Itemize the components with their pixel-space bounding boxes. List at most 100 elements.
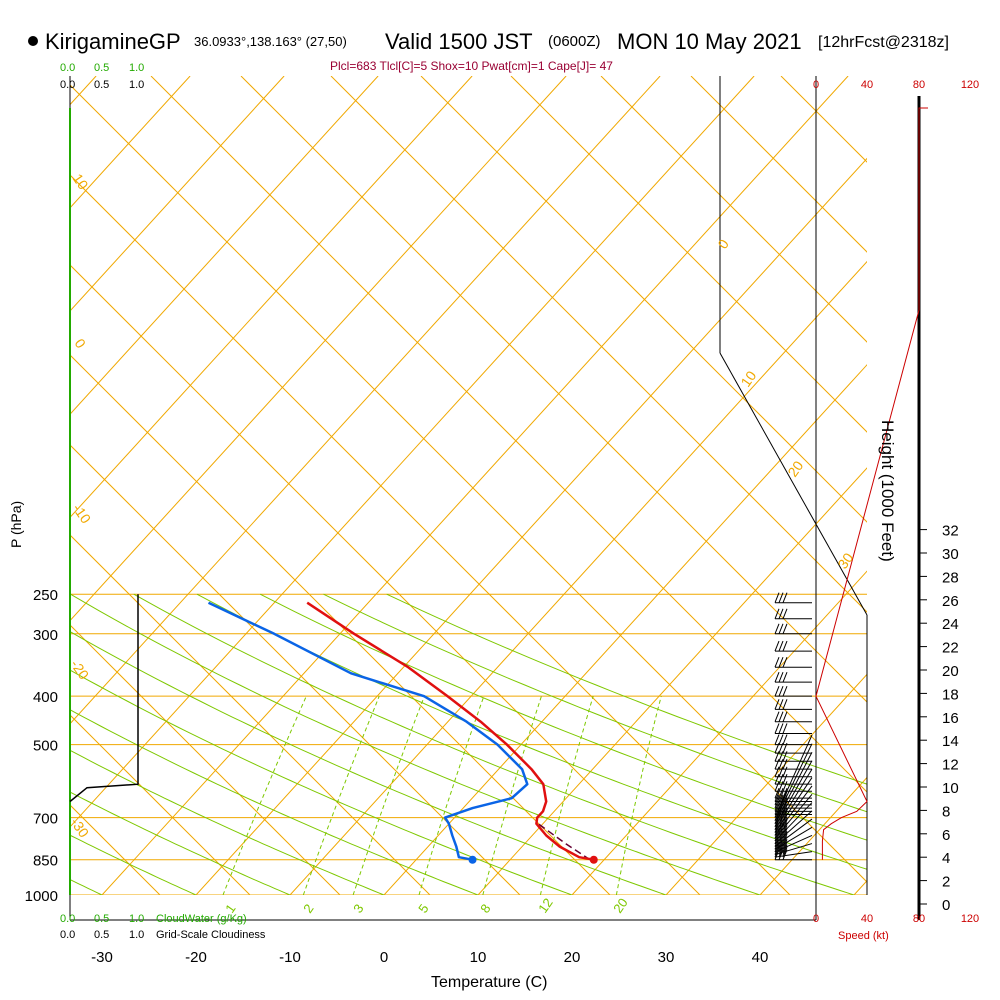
valid-time: Valid 1500 JST (385, 29, 533, 54)
wind-speed-tick: 40 (861, 913, 873, 925)
guide-line (961, 76, 1000, 895)
wind-barb-flag (782, 813, 788, 824)
wind-barb-flag (778, 822, 784, 833)
wind-speed-tick: 120 (961, 913, 979, 925)
cloudwater-tick: 1.0 (129, 62, 144, 74)
wind-barb-flag (778, 816, 784, 827)
wind-barb-flag (778, 685, 784, 697)
wind-barb-flag (782, 804, 788, 815)
wind-barb-flag (774, 671, 780, 683)
isotherm-line (70, 76, 97, 106)
temperature-tick-label: -10 (279, 949, 301, 966)
wind-barb-flag (782, 640, 788, 652)
height-tick-label: 8 (942, 803, 950, 820)
wind-barb (774, 781, 812, 792)
wind-barb (774, 787, 812, 799)
isotherm-label: -30 (68, 815, 93, 841)
isotherm-label: 0 (714, 236, 732, 252)
wind-barb-flag (782, 816, 788, 827)
wind-speed-tick: 0 (813, 79, 819, 91)
height-axis-title: Height (1000 Feet) (878, 420, 897, 562)
cloudwater-tick: 1.0 (129, 913, 144, 925)
cloudwater-tick: 0.5 (94, 913, 109, 925)
wind-barb-flag (774, 685, 780, 697)
cloudiness-profile (69, 594, 139, 803)
cloudiness-tick: 0.5 (94, 929, 109, 941)
wind-barb-flag (782, 723, 788, 734)
isotherm-line (383, 364, 867, 895)
dry-adiabat-line (70, 834, 197, 895)
wind-barb-flag (778, 849, 784, 860)
isotherm-line (665, 673, 867, 895)
dry-adiabat-line (70, 630, 667, 895)
wind-barb (774, 608, 812, 620)
wind-barb-flag (782, 819, 788, 830)
height-tick-label: 12 (942, 757, 959, 774)
wind-barb-shaft (774, 851, 813, 858)
isotherm-label: -10 (70, 501, 95, 527)
wind-barb-flag (778, 828, 784, 839)
wind-barb-flag (782, 794, 788, 806)
guide-line (70, 84, 867, 883)
wind-barb-flag (778, 819, 784, 830)
wind-speed-scale-top: 0 40 80 120 (813, 79, 979, 91)
wind-barb-flag (774, 810, 780, 821)
wind-barb (774, 685, 812, 697)
pressure-tick-label: 300 (33, 627, 58, 644)
x-axis-title: Temperature (C) (431, 974, 547, 991)
wind-barb-flag (782, 839, 788, 850)
wind-barb-shaft (774, 826, 813, 850)
mixing-ratio-label: 2 (300, 901, 316, 916)
isotherm-line (70, 76, 661, 725)
guide-line (420, 76, 867, 523)
guide-line (240, 76, 867, 703)
wind-barb-flag (782, 734, 788, 745)
wind-barb (774, 801, 812, 812)
wind-barb-flag (774, 801, 780, 812)
wind-barb-flag (774, 723, 780, 734)
wind-barb-flag (778, 766, 784, 777)
pressure-tick-label: 700 (33, 811, 58, 828)
wind-barb-flag (778, 723, 784, 734)
wind-barb (774, 766, 812, 778)
wind-barb-flag (782, 623, 788, 634)
guide-line (70, 534, 431, 895)
height-tick-label: 30 (942, 546, 959, 563)
guide-line (70, 714, 251, 895)
wind-barb (774, 699, 812, 710)
wind-speed-profile (815, 107, 928, 860)
cloudiness-tick: 0.0 (60, 929, 75, 941)
wind-barb-flag (782, 836, 788, 847)
isotherm-line (101, 76, 849, 895)
isotherm-line (853, 879, 867, 895)
wind-barb (774, 711, 812, 723)
isotherm-label: 30 (834, 550, 856, 572)
cloudwater-scale-top: 0.0 0.5 1.0 0.0 0.5 1.0 (60, 62, 144, 91)
wind-barb-flag (778, 797, 784, 809)
valid-date: MON 10 May 2021 (617, 29, 802, 54)
height-tick-label: 22 (942, 640, 959, 657)
height-tick-label: 18 (942, 686, 959, 703)
wind-barb-flag (774, 787, 780, 799)
wind-barb (774, 802, 813, 842)
wind-barb-flag (778, 801, 784, 812)
isotherm-line (289, 260, 867, 895)
height-tick-label: 2 (942, 874, 950, 891)
wind-barb (774, 657, 812, 668)
temperature-line (306, 601, 595, 861)
wind-barb-flag (782, 807, 788, 818)
wind-barb-shaft (774, 843, 813, 856)
wind-barb (774, 734, 812, 746)
wind-speed-tick: 80 (913, 79, 925, 91)
mixing-ratio-line (352, 696, 425, 895)
height-tick-label: 4 (942, 850, 950, 867)
cloudwater-scale-bottom: 0.0 0.5 1.0 CloudWater (g/Kg) 0.0 0.5 1.… (60, 913, 266, 941)
wind-barb (774, 794, 812, 806)
wind-barb-flag (782, 830, 788, 842)
wind-barb-flag (778, 640, 784, 652)
wind-barb-flag (774, 849, 780, 860)
wind-barb-flag (778, 734, 784, 745)
wind-barb-shaft (774, 834, 813, 853)
dry-adiabat-line (386, 593, 867, 785)
wind-barb (774, 623, 812, 635)
